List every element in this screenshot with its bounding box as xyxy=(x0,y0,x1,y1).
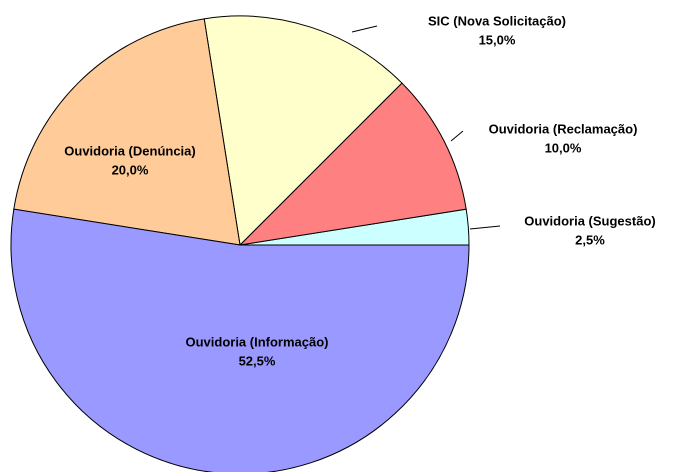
leader-line xyxy=(469,225,501,230)
slice-value-label: 2,5% xyxy=(575,232,605,247)
pie-slice xyxy=(13,18,241,246)
slice-label: Ouvidoria (Reclamação) xyxy=(489,121,638,136)
slice-value-label: 52,5% xyxy=(239,353,276,368)
slice-value-label: 15,0% xyxy=(479,32,516,47)
slice-label: Ouvidoria (Informação) xyxy=(185,334,328,349)
slice-value-label: 10,0% xyxy=(545,140,582,155)
leader-line xyxy=(450,130,464,142)
slice-value-label: 20,0% xyxy=(112,162,149,177)
slice-label: SIC (Nova Solicitação) xyxy=(428,13,566,28)
slice-label: Ouvidoria (Sugestão) xyxy=(524,213,655,228)
pie-slice xyxy=(203,15,403,247)
pie-slice xyxy=(10,208,470,472)
leader-line xyxy=(351,25,378,33)
slice-label: Ouvidoria (Denúncia) xyxy=(64,143,195,158)
pie-slice xyxy=(238,82,467,246)
